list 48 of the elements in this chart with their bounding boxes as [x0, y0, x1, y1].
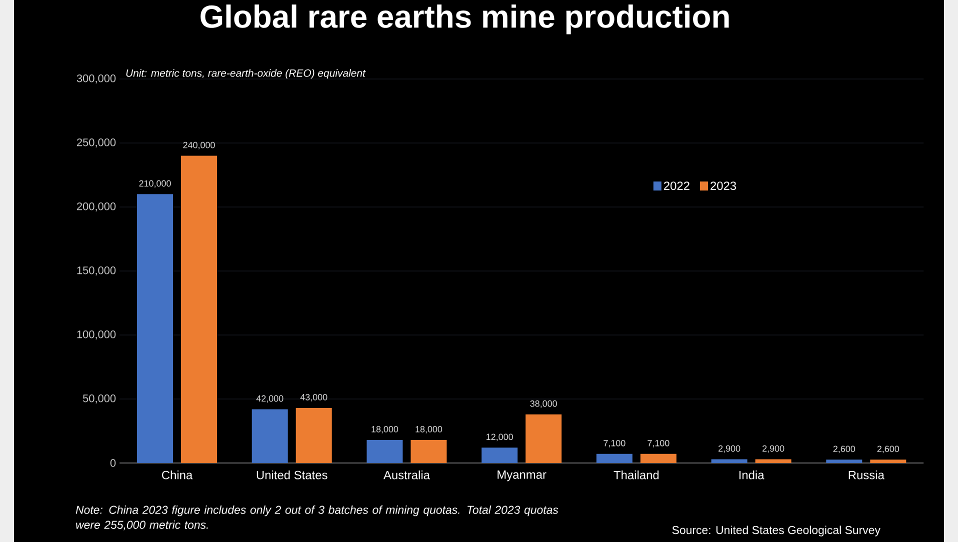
bar [870, 460, 906, 463]
data-label: 240,000 [183, 142, 215, 150]
x-tick-label: Australia [383, 470, 430, 480]
x-tick-label: Russia [848, 470, 884, 480]
chart-subtitle: Unit: metric tons, rare-earth-oxide (REO) equivalent [126, 69, 366, 79]
bar [410, 440, 447, 463]
y-tick-label: 250,000 [76, 138, 116, 148]
x-tick-label: Thailand [614, 470, 659, 480]
chart-title: Global rare earths mine production [200, 4, 729, 34]
y-tick-label: 0 [110, 459, 116, 467]
data-label: 2,600 [833, 446, 856, 454]
data-label: 2,900 [762, 445, 784, 453]
bar [755, 459, 792, 463]
bar [482, 448, 518, 463]
y-tick-label: 50,000 [82, 394, 116, 404]
x-tick-label: United States [256, 470, 328, 480]
x-tick-label: China [162, 470, 193, 480]
legend-label: 2023 [710, 182, 736, 190]
text: Note: China 2023 figure includes only 2 out of 3 batches of mining quotas. Total 2023 quotas were 255,000 metric tons. [76, 506, 558, 530]
bar [596, 454, 632, 463]
y-tick-label: 100,000 [77, 330, 116, 340]
source-note: Source: United States Geological Survey [672, 526, 880, 536]
x-tick-label: India [739, 470, 764, 480]
y-tick-label: 150,000 [77, 266, 116, 276]
bar [181, 156, 218, 463]
bar [711, 459, 748, 463]
data-label: 7,100 [604, 440, 626, 448]
bar [137, 194, 174, 463]
data-label: 210,000 [139, 180, 171, 188]
bar [296, 408, 332, 463]
bar [826, 460, 862, 463]
bar [526, 414, 562, 463]
data-label: 18,000 [372, 426, 398, 434]
data-label: 38,000 [530, 400, 557, 408]
data-label: 7,100 [648, 440, 670, 448]
y-tick-label: 300,000 [76, 74, 116, 84]
y-tick-label: 200,000 [76, 202, 116, 212]
data-label: 2,900 [718, 445, 740, 453]
legend-label: 2022 [664, 182, 690, 190]
x-tick-label: Myanmar [498, 470, 546, 482]
data-label: 43,000 [300, 394, 328, 402]
data-label: 42,000 [256, 395, 284, 403]
data-label: 12,000 [486, 434, 513, 442]
data-label: 2,600 [877, 446, 900, 454]
data-label: 18,000 [416, 426, 442, 434]
bar [252, 409, 288, 463]
bar [366, 440, 403, 463]
bar [640, 454, 676, 463]
